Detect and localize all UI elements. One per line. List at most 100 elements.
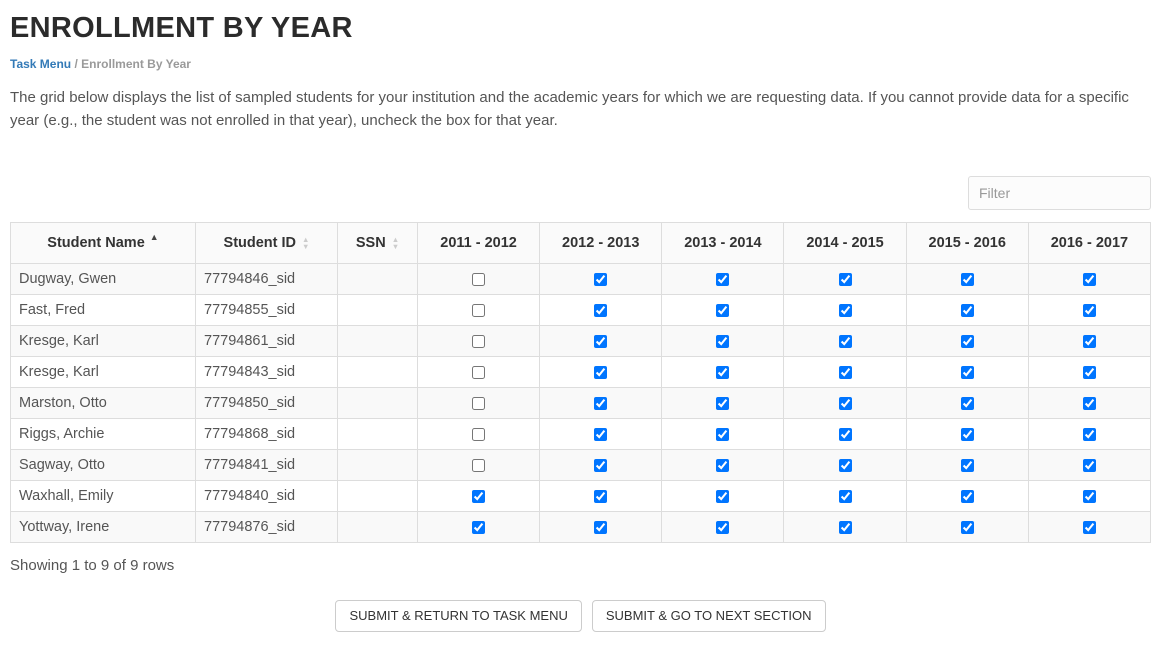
year-cell — [661, 263, 785, 295]
ssn-cell — [337, 387, 418, 419]
submit-return-button[interactable]: SUBMIT & RETURN TO TASK MENU — [335, 600, 582, 633]
year-checkbox[interactable] — [838, 427, 852, 441]
year-checkbox[interactable] — [960, 365, 974, 379]
student-id-cell: 77794861_sid — [195, 325, 338, 357]
year-checkbox[interactable] — [960, 303, 974, 317]
year-checkbox[interactable] — [594, 365, 608, 379]
year-cell — [783, 325, 907, 357]
breadcrumb-current: Enrollment By Year — [81, 57, 191, 71]
student-id-cell: 77794843_sid — [195, 356, 338, 388]
year-checkbox[interactable] — [472, 334, 486, 348]
sort-ascending-icon: ▲ — [149, 232, 159, 242]
table-row: Riggs, Archie 77794868_sid — [10, 418, 1152, 450]
year-checkbox[interactable] — [594, 458, 608, 472]
year-checkbox[interactable] — [838, 334, 852, 348]
column-header-student-name[interactable]: Student Name ▲ — [10, 222, 196, 264]
year-checkbox[interactable] — [472, 458, 486, 472]
breadcrumb: Task Menu / Enrollment By Year — [10, 57, 1151, 71]
year-checkbox[interactable] — [716, 489, 730, 503]
year-checkbox[interactable] — [960, 520, 974, 534]
filter-input[interactable] — [968, 176, 1151, 210]
ssn-cell — [337, 449, 418, 481]
year-checkbox[interactable] — [838, 396, 852, 410]
year-checkbox[interactable] — [1082, 520, 1096, 534]
year-checkbox[interactable] — [1082, 427, 1096, 441]
student-name-cell: Waxhall, Emily — [10, 480, 196, 512]
year-checkbox[interactable] — [838, 303, 852, 317]
year-cell — [661, 387, 785, 419]
column-header-year-2015-2016: 2015 - 2016 — [905, 222, 1029, 264]
year-checkbox[interactable] — [716, 396, 730, 410]
year-checkbox[interactable] — [1082, 489, 1096, 503]
year-checkbox[interactable] — [472, 303, 486, 317]
sort-icon: ▲ ▼ — [392, 236, 399, 251]
year-cell — [416, 356, 541, 388]
year-checkbox[interactable] — [594, 427, 608, 441]
year-checkbox[interactable] — [594, 334, 608, 348]
year-checkbox[interactable] — [472, 396, 486, 410]
year-cell — [783, 480, 907, 512]
year-checkbox[interactable] — [716, 458, 730, 472]
year-checkbox[interactable] — [1082, 334, 1096, 348]
year-cell — [1027, 480, 1152, 512]
column-header-student-id[interactable]: Student ID ▲ ▼ — [195, 222, 338, 264]
year-checkbox[interactable] — [594, 272, 608, 286]
table-row: Yottway, Irene 77794876_sid — [10, 511, 1152, 543]
student-name-cell: Sagway, Otto — [10, 449, 196, 481]
year-cell — [661, 356, 785, 388]
year-checkbox[interactable] — [838, 489, 852, 503]
year-checkbox[interactable] — [594, 303, 608, 317]
year-checkbox[interactable] — [960, 396, 974, 410]
year-checkbox[interactable] — [594, 396, 608, 410]
ssn-cell — [337, 325, 418, 357]
table-row: Dugway, Gwen 77794846_sid — [10, 263, 1152, 295]
year-checkbox[interactable] — [716, 303, 730, 317]
year-checkbox[interactable] — [716, 334, 730, 348]
breadcrumb-task-menu-link[interactable]: Task Menu — [10, 57, 72, 71]
year-checkbox[interactable] — [472, 489, 486, 503]
year-checkbox[interactable] — [594, 520, 608, 534]
student-name-cell: Kresge, Karl — [10, 325, 196, 357]
year-checkbox[interactable] — [472, 272, 486, 286]
year-cell — [783, 263, 907, 295]
year-cell — [905, 449, 1029, 481]
year-cell — [783, 294, 907, 326]
year-checkbox[interactable] — [1082, 272, 1096, 286]
year-cell — [1027, 387, 1152, 419]
column-header-year-2013-2014: 2013 - 2014 — [661, 222, 785, 264]
year-checkbox[interactable] — [716, 427, 730, 441]
year-checkbox[interactable] — [472, 427, 486, 441]
year-checkbox[interactable] — [1082, 303, 1096, 317]
year-checkbox[interactable] — [472, 365, 486, 379]
year-checkbox[interactable] — [960, 272, 974, 286]
column-label-student-id: Student ID — [223, 235, 297, 251]
student-name-cell: Kresge, Karl — [10, 356, 196, 388]
year-checkbox[interactable] — [472, 520, 486, 534]
year-cell — [783, 356, 907, 388]
year-cell — [539, 480, 663, 512]
student-name-cell: Yottway, Irene — [10, 511, 196, 543]
year-checkbox[interactable] — [838, 458, 852, 472]
year-cell — [416, 387, 541, 419]
year-checkbox[interactable] — [838, 520, 852, 534]
year-cell — [783, 387, 907, 419]
year-checkbox[interactable] — [716, 272, 730, 286]
year-cell — [905, 263, 1029, 295]
year-checkbox[interactable] — [594, 489, 608, 503]
year-checkbox[interactable] — [960, 334, 974, 348]
year-cell — [905, 325, 1029, 357]
year-checkbox[interactable] — [838, 272, 852, 286]
table-row: Waxhall, Emily 77794840_sid — [10, 480, 1152, 512]
year-checkbox[interactable] — [960, 427, 974, 441]
year-checkbox[interactable] — [960, 458, 974, 472]
year-checkbox[interactable] — [1082, 365, 1096, 379]
year-checkbox[interactable] — [716, 520, 730, 534]
year-checkbox[interactable] — [1082, 396, 1096, 410]
ssn-cell — [337, 356, 418, 388]
year-checkbox[interactable] — [1082, 458, 1096, 472]
column-header-ssn[interactable]: SSN ▲ ▼ — [337, 222, 418, 264]
year-checkbox[interactable] — [960, 489, 974, 503]
submit-next-button[interactable]: SUBMIT & GO TO NEXT SECTION — [591, 600, 826, 633]
year-checkbox[interactable] — [716, 365, 730, 379]
year-checkbox[interactable] — [838, 365, 852, 379]
